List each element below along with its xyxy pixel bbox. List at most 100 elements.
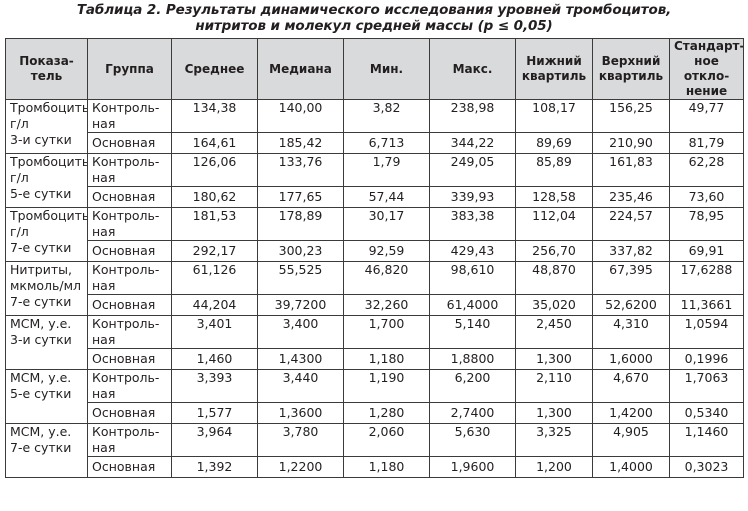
group-cell: Основная — [87, 456, 172, 478]
value-cell-min: 57,44 — [343, 186, 430, 208]
group-cell: Основная — [87, 402, 172, 424]
value-cell-max: 1,8800 — [429, 348, 516, 370]
caption-line-2: нитритов и молекул средней массы (p ≤ 0,… — [195, 18, 553, 34]
value-cell-q3: 156,25 — [592, 99, 670, 133]
value-cell-sd: 11,3661 — [669, 294, 744, 316]
value-cell-q1: 2,450 — [515, 315, 593, 349]
value-cell-min: 46,820 — [343, 261, 430, 295]
value-cell-sd: 0,5340 — [669, 402, 744, 424]
group-cell: Контроль-ная — [87, 207, 172, 241]
value-cell-median: 133,76 — [257, 153, 344, 187]
value-cell-min: 1,280 — [343, 402, 430, 424]
group-cell: Основная — [87, 348, 172, 370]
value-cell-sd: 49,77 — [669, 99, 744, 133]
value-cell-min: 2,060 — [343, 423, 430, 457]
value-cell-q1: 1,200 — [515, 456, 593, 478]
value-cell-sd: 1,7063 — [669, 369, 744, 403]
value-cell-sd: 0,1996 — [669, 348, 744, 370]
value-cell-mean: 61,126 — [171, 261, 258, 295]
value-cell-mean: 164,61 — [171, 132, 258, 154]
indicator-cell: Тромбоциты, г/л 3-и сутки — [5, 99, 88, 154]
value-cell-q3: 4,905 — [592, 423, 670, 457]
value-cell-max: 6,200 — [429, 369, 516, 403]
value-cell-min: 1,190 — [343, 369, 430, 403]
value-cell-median: 3,780 — [257, 423, 344, 457]
value-cell-q1: 85,89 — [515, 153, 593, 187]
value-cell-min: 1,180 — [343, 348, 430, 370]
value-cell-q3: 224,57 — [592, 207, 670, 241]
value-cell-mean: 180,62 — [171, 186, 258, 208]
value-cell-median: 300,23 — [257, 240, 344, 262]
value-cell-median: 178,89 — [257, 207, 344, 241]
value-cell-sd: 1,1460 — [669, 423, 744, 457]
table-row: Основная 292,17 300,23 92,59 429,43 256,70 337… — [6, 240, 744, 262]
value-cell-median: 39,7200 — [257, 294, 344, 316]
value-cell-sd: 1,0594 — [669, 315, 744, 349]
value-cell-max: 429,43 — [429, 240, 516, 262]
value-cell-max: 249,05 — [429, 153, 516, 187]
indicator-cell: Тромбоциты, г/л 7-е сутки — [5, 207, 88, 262]
value-cell-min: 30,17 — [343, 207, 430, 241]
value-cell-sd: 0,3023 — [669, 456, 744, 478]
value-cell-q3: 1,4200 — [592, 402, 670, 424]
col-header-std-dev: Стандарт-ное откло-нение — [669, 38, 744, 100]
value-cell-mean: 1,392 — [171, 456, 258, 478]
value-cell-q1: 1,300 — [515, 402, 593, 424]
value-cell-mean: 1,577 — [171, 402, 258, 424]
group-cell: Основная — [87, 294, 172, 316]
value-cell-q1: 3,325 — [515, 423, 593, 457]
value-cell-q1: 108,17 — [515, 99, 593, 133]
indicator-cell: Нитриты, мкмоль/мл 7-е сутки — [5, 261, 88, 316]
group-cell: Основная — [87, 240, 172, 262]
value-cell-mean: 134,38 — [171, 99, 258, 133]
col-header-min: Мин. — [343, 38, 430, 100]
value-cell-q3: 52,6200 — [592, 294, 670, 316]
value-cell-min: 32,260 — [343, 294, 430, 316]
group-cell: Контроль-ная — [87, 369, 172, 403]
col-header-mean: Среднее — [171, 38, 258, 100]
value-cell-q1: 35,020 — [515, 294, 593, 316]
value-cell-q1: 89,69 — [515, 132, 593, 154]
indicator-cell: МСМ, у.е. 3-и сутки — [5, 315, 88, 370]
value-cell-q1: 1,300 — [515, 348, 593, 370]
value-cell-median: 177,65 — [257, 186, 344, 208]
caption-line-1: Таблица 2. Результаты динамического иссл… — [76, 2, 672, 18]
table-row: Нитриты, мкмоль/мл 7-е сутки Контроль-ная… — [5, 261, 744, 316]
value-cell-max: 238,98 — [429, 99, 516, 133]
table-row: МСМ, у.е. 5-е сутки Контроль-ная 3,393 3,44… — [5, 369, 744, 424]
value-cell-median: 3,440 — [257, 369, 344, 403]
value-cell-max: 5,140 — [429, 315, 516, 349]
value-cell-q1: 48,870 — [515, 261, 593, 295]
value-cell-max: 61,4000 — [429, 294, 516, 316]
value-cell-mean: 126,06 — [171, 153, 258, 187]
value-cell-mean: 3,393 — [171, 369, 258, 403]
value-cell-q1: 112,04 — [515, 207, 593, 241]
value-cell-median: 1,2200 — [257, 456, 344, 478]
value-cell-q3: 161,83 — [592, 153, 670, 187]
col-header-lower-quartile: Нижний квартиль — [515, 38, 593, 100]
value-cell-q3: 4,310 — [592, 315, 670, 349]
value-cell-min: 1,79 — [343, 153, 430, 187]
value-cell-mean: 292,17 — [171, 240, 258, 262]
table-row: Основная 1,392 1,2200 1,180 1,9600 1,200 1,400… — [6, 456, 744, 478]
value-cell-median: 1,3600 — [257, 402, 344, 424]
value-cell-sd: 81,79 — [669, 132, 744, 154]
value-cell-sd: 78,95 — [669, 207, 744, 241]
value-cell-median: 140,00 — [257, 99, 344, 133]
value-cell-q1: 128,58 — [515, 186, 593, 208]
table-row: Тромбоциты, г/л 7-е сутки Контроль-ная 181… — [5, 207, 744, 262]
value-cell-median: 55,525 — [257, 261, 344, 295]
group-cell: Основная — [87, 186, 172, 208]
value-cell-min: 92,59 — [343, 240, 430, 262]
value-cell-q3: 337,82 — [592, 240, 670, 262]
value-cell-mean: 3,401 — [171, 315, 258, 349]
group-cell: Контроль-ная — [87, 423, 172, 457]
group-cell: Контроль-ная — [87, 261, 172, 295]
value-cell-max: 5,630 — [429, 423, 516, 457]
col-header-indicator: Показа- тель — [5, 38, 88, 100]
value-cell-sd: 73,60 — [669, 186, 744, 208]
value-cell-min: 1,180 — [343, 456, 430, 478]
results-table: Показа- тель Группа Среднее Медиана Мин.… — [5, 38, 744, 478]
value-cell-max: 339,93 — [429, 186, 516, 208]
value-cell-q3: 67,395 — [592, 261, 670, 295]
